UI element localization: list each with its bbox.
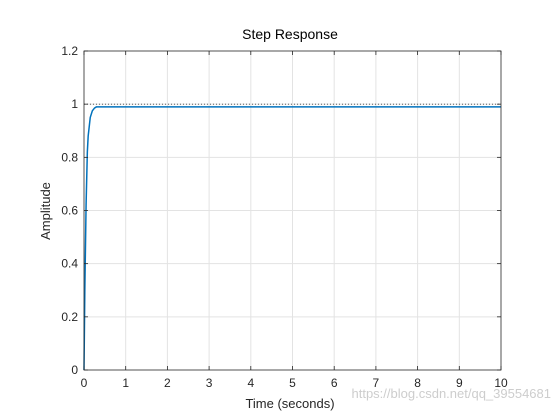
x-tick-label: 1 xyxy=(122,376,129,390)
x-tick-label: 5 xyxy=(289,376,296,390)
x-tick-label: 7 xyxy=(373,376,380,390)
y-tick-label: 0.2 xyxy=(61,310,78,324)
x-tick-label: 3 xyxy=(206,376,213,390)
y-tick-label: 1 xyxy=(71,97,78,111)
x-axis-title: Time (seconds) xyxy=(245,396,334,411)
y-tick-label: 0.6 xyxy=(61,204,78,218)
chart-title: Step Response xyxy=(242,26,338,42)
x-tick-label: 6 xyxy=(331,376,338,390)
plot-area: 0 1 2 3 4 5 6 7 8 9 10 0 0.2 0.4 0.6 0.8 1 1.2 xyxy=(61,44,508,390)
watermark-text: https://blog.csdn.net/qq_39554681 xyxy=(352,386,552,401)
x-tick-label: 4 xyxy=(247,376,254,390)
x-tick-label: 0 xyxy=(81,376,88,390)
y-tick-label: 1.2 xyxy=(61,44,78,58)
y-tick-label: 0.8 xyxy=(61,150,78,164)
x-tick-label: 9 xyxy=(456,376,463,390)
x-tick-label: 10 xyxy=(494,376,508,390)
series-line xyxy=(83,106,501,371)
x-tick-label: 2 xyxy=(164,376,171,390)
y-tick-label: 0 xyxy=(71,363,78,377)
x-tick-label: 8 xyxy=(414,376,421,390)
y-axis-title: Amplitude xyxy=(38,182,53,240)
y-tick-label: 0.4 xyxy=(61,257,78,271)
